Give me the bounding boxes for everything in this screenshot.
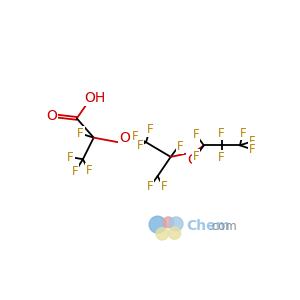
Circle shape (163, 217, 174, 228)
Text: OH: OH (85, 92, 106, 105)
Text: F: F (72, 165, 79, 178)
Text: O: O (119, 131, 130, 146)
Circle shape (156, 228, 168, 240)
Text: F: F (240, 127, 246, 140)
Text: O: O (188, 153, 199, 167)
Text: F: F (177, 140, 183, 153)
Text: F: F (86, 164, 92, 177)
Text: F: F (218, 127, 225, 140)
Text: .com: .com (209, 220, 238, 233)
Text: F: F (77, 127, 84, 140)
Text: F: F (249, 143, 256, 156)
Circle shape (149, 216, 166, 233)
Text: F: F (132, 130, 139, 143)
Text: F: F (147, 123, 153, 136)
Circle shape (169, 217, 183, 231)
Text: F: F (218, 151, 225, 164)
Text: F: F (193, 128, 200, 141)
Text: F: F (160, 180, 167, 194)
Text: F: F (249, 135, 256, 148)
Text: F: F (67, 151, 74, 164)
Text: Chem: Chem (186, 219, 230, 233)
Text: F: F (136, 139, 143, 152)
Circle shape (168, 227, 181, 239)
Text: O: O (46, 109, 57, 123)
Text: F: F (193, 150, 200, 163)
Text: F: F (147, 180, 153, 194)
